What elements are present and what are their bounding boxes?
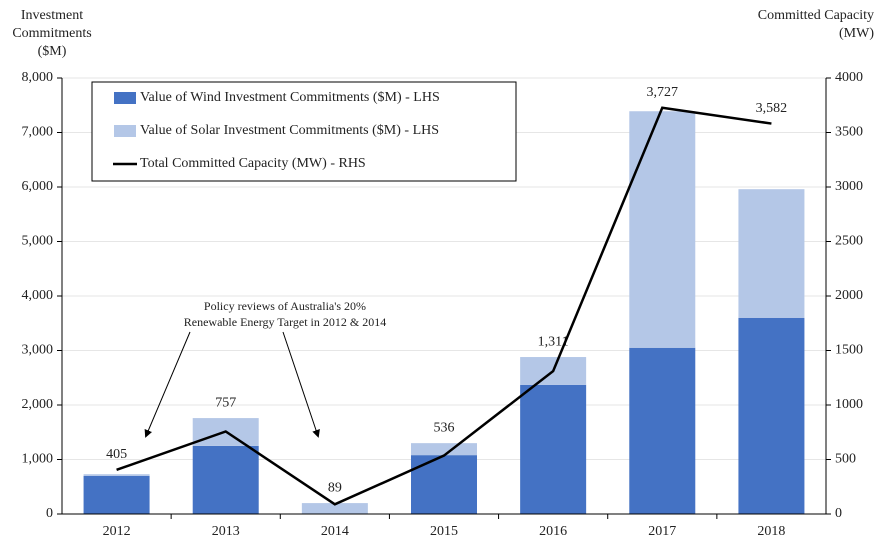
y-tick-label: 4,000 [22, 288, 54, 303]
bar [192, 445, 259, 514]
y2-tick-label: 500 [835, 452, 856, 467]
x-tick-label: 2016 [539, 524, 567, 539]
y-tick-label: 6,000 [22, 179, 54, 194]
data-label: 1,311 [538, 334, 569, 349]
bar [411, 443, 477, 456]
y-axis-label: ($M) [38, 44, 67, 59]
y2-tick-label: 2500 [835, 234, 863, 249]
bar [629, 111, 696, 348]
y-tick-label: 0 [46, 506, 53, 521]
y2-tick-label: 4000 [835, 70, 863, 85]
y-tick-label: 2,000 [22, 397, 54, 412]
y2-axis-label: (MW) [839, 26, 874, 41]
y2-axis-label: Committed Capacity [758, 8, 874, 23]
data-label: 405 [106, 447, 127, 462]
y-tick-label: 1,000 [22, 452, 54, 467]
y2-tick-label: 3000 [835, 179, 863, 194]
bar [83, 474, 150, 476]
data-label: 3,727 [647, 85, 679, 100]
legend-label: Total Committed Capacity (MW) - RHS [140, 156, 366, 171]
y-tick-label: 5,000 [22, 234, 54, 249]
legend-label: Value of Wind Investment Commitments ($M… [140, 90, 440, 105]
arrow [282, 331, 320, 438]
y2-tick-label: 1000 [835, 397, 863, 412]
y2-tick-label: 2000 [835, 288, 863, 303]
bar [83, 475, 150, 514]
y-tick-label: 7,000 [22, 125, 54, 140]
legend-swatch [114, 125, 136, 137]
x-tick-label: 2013 [212, 524, 240, 539]
annotation: Renewable Energy Target in 2012 & 2014 [184, 315, 386, 329]
bar [629, 347, 696, 514]
data-label: 757 [215, 395, 236, 410]
legend-label: Value of Solar Investment Commitments ($… [140, 123, 439, 138]
y2-tick-label: 0 [835, 506, 842, 521]
annotation: Policy reviews of Australia's 20% [204, 299, 366, 313]
data-label: 536 [434, 420, 455, 435]
line [116, 106, 772, 506]
data-label: 89 [328, 480, 342, 495]
bar [738, 189, 805, 318]
x-tick-label: 2017 [648, 524, 676, 539]
y2-tick-label: 3500 [835, 125, 863, 140]
y-tick-label: 3,000 [22, 343, 54, 358]
x-tick-label: 2015 [430, 524, 458, 539]
y-tick-label: 8,000 [22, 70, 54, 85]
y2-tick-label: 1500 [835, 343, 863, 358]
arrow [144, 331, 191, 438]
x-tick-label: 2014 [321, 524, 349, 539]
x-tick-label: 2018 [757, 524, 785, 539]
x-tick-label: 2012 [103, 524, 131, 539]
legend-swatch [114, 92, 136, 104]
bar [520, 384, 587, 514]
legend-box [91, 81, 517, 182]
bar [738, 317, 805, 514]
y-axis-label: Commitments [12, 26, 91, 41]
data-label: 3,582 [756, 101, 788, 116]
bar [301, 503, 368, 514]
y-axis-label: Investment [21, 8, 83, 23]
bar [411, 455, 477, 514]
